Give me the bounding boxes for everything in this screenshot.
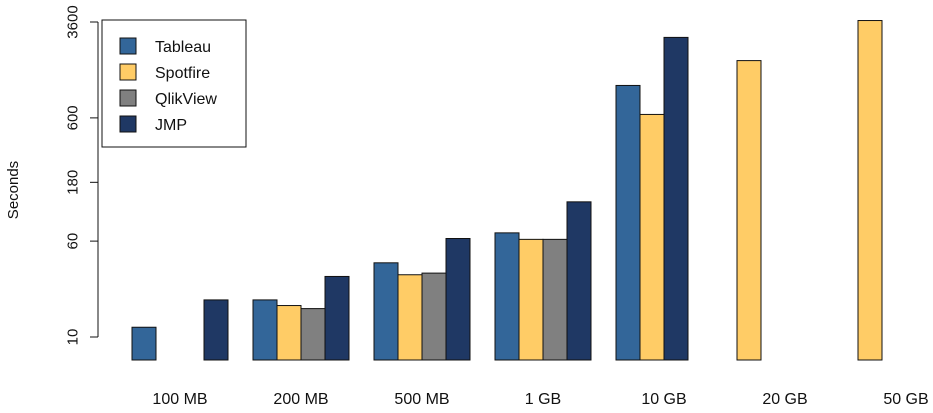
- y-tick-label: 10: [64, 329, 81, 346]
- x-tick-label: 10 GB: [641, 391, 686, 408]
- legend-swatch-tableau: [119, 37, 137, 55]
- legend: Tableau Spotfire QlikView JMP: [101, 19, 247, 148]
- legend-label-jmp: JMP: [155, 117, 187, 134]
- legend-label-tableau: Tableau: [155, 39, 211, 56]
- bar-qlikview-200mb: [300, 308, 326, 361]
- bar-tableau-200mb: [252, 299, 278, 361]
- bar-tableau-500mb: [373, 262, 399, 361]
- x-tick-label: 20 GB: [762, 391, 807, 408]
- legend-label-qlikview: QlikView: [155, 91, 217, 108]
- legend-swatch-jmp: [119, 115, 137, 133]
- legend-swatch-spotfire: [119, 63, 137, 81]
- x-tick-label: 50 GB: [883, 391, 928, 408]
- bar-jmp-10gb: [663, 36, 689, 361]
- bar-tableau-100mb: [131, 326, 157, 361]
- y-tick-label: 600: [64, 105, 81, 130]
- bar-qlikview-500mb: [421, 272, 447, 361]
- legend-swatch-qlikview: [119, 89, 137, 107]
- x-tick-label: 200 MB: [273, 391, 328, 408]
- x-tick-labels: 100 MB 200 MB 500 MB 1 GB 10 GB 20 GB 50 GB: [152, 391, 928, 408]
- bar-tableau-10gb: [615, 84, 641, 361]
- bar-jmp-200mb: [324, 275, 350, 361]
- bar-spotfire-500mb: [397, 274, 423, 361]
- bar-qlikview-1gb: [542, 238, 568, 361]
- bar-tableau-1gb: [494, 232, 520, 361]
- bar-jmp-500mb: [445, 238, 471, 361]
- y-axis: 10 60 180 600 3600: [64, 5, 99, 346]
- bar-spotfire-1gb: [518, 238, 544, 361]
- x-tick-label: 100 MB: [152, 391, 207, 408]
- plot-area: [131, 20, 883, 361]
- y-tick-label: 180: [64, 170, 81, 195]
- legend-label-spotfire: Spotfire: [155, 65, 210, 82]
- bar-spotfire-20gb: [736, 60, 762, 361]
- x-tick-label: 500 MB: [394, 391, 449, 408]
- x-tick-label: 1 GB: [525, 391, 561, 408]
- y-axis-label: Seconds: [5, 161, 22, 219]
- y-tick-label: 3600: [64, 5, 81, 38]
- y-tick-label: 60: [64, 233, 81, 250]
- bar-spotfire-10gb: [639, 113, 665, 361]
- bar-jmp-1gb: [566, 201, 592, 361]
- bar-spotfire-200mb: [276, 305, 302, 361]
- bar-spotfire-50gb: [857, 20, 883, 361]
- bar-jmp-100mb: [203, 299, 229, 361]
